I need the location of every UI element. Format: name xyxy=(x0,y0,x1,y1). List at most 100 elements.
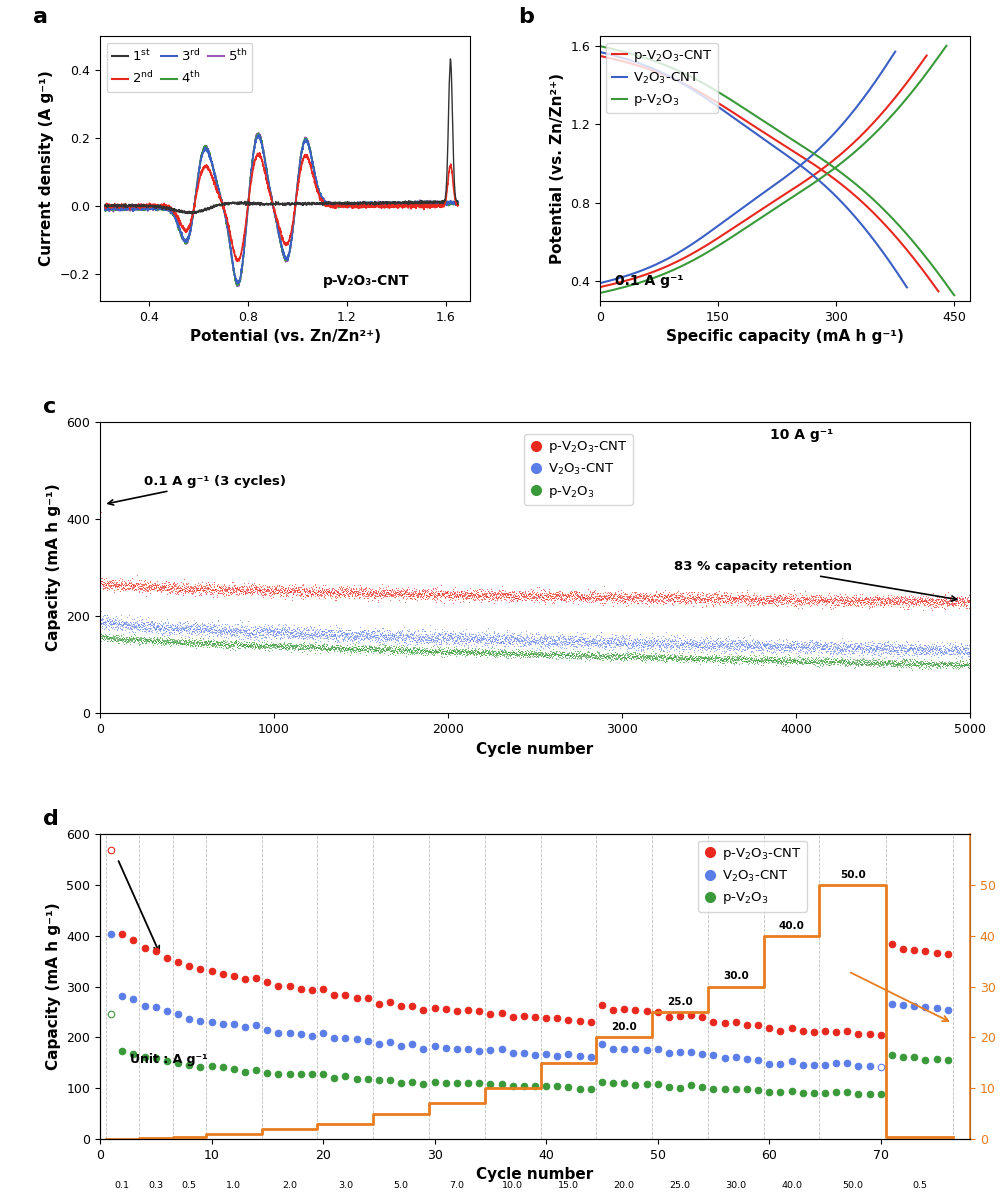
Point xyxy=(244,635,260,655)
Point xyxy=(619,588,635,607)
Point xyxy=(358,579,374,598)
Point xyxy=(390,628,406,647)
Point xyxy=(454,626,470,645)
Point xyxy=(921,655,937,674)
Point xyxy=(267,577,283,596)
Point xyxy=(855,590,871,609)
Point xyxy=(660,649,676,668)
Point xyxy=(937,590,953,609)
Point xyxy=(584,644,600,663)
Point xyxy=(145,616,161,635)
Point xyxy=(671,628,687,647)
Point xyxy=(468,625,484,644)
Point xyxy=(557,635,573,655)
Point xyxy=(489,584,505,603)
Point xyxy=(197,634,213,653)
Point xyxy=(156,631,172,650)
Point xyxy=(483,590,499,609)
Point xyxy=(318,639,334,658)
Point xyxy=(694,632,710,651)
Point xyxy=(176,577,192,596)
Point xyxy=(911,645,927,664)
Point xyxy=(594,637,610,656)
Point xyxy=(195,582,211,601)
Point xyxy=(157,613,173,632)
Point xyxy=(253,626,269,645)
Point xyxy=(644,588,660,607)
Point xyxy=(235,635,251,655)
Point xyxy=(859,653,875,673)
Point xyxy=(606,649,622,668)
Point xyxy=(391,622,407,641)
Point xyxy=(410,586,426,605)
Point xyxy=(480,641,496,661)
Point xyxy=(640,639,656,658)
Point xyxy=(469,589,485,608)
Point xyxy=(455,639,471,658)
Point xyxy=(800,650,816,669)
Point xyxy=(762,638,778,657)
Point xyxy=(260,637,276,656)
Point xyxy=(609,594,625,613)
Point xyxy=(354,621,370,640)
Point xyxy=(504,632,520,651)
Point xyxy=(268,579,284,598)
Point xyxy=(644,631,660,650)
Point xyxy=(725,588,741,607)
Point xyxy=(276,634,292,653)
Point xyxy=(202,620,218,639)
Point xyxy=(409,588,425,607)
Point xyxy=(237,627,253,646)
Point xyxy=(707,651,723,670)
Point xyxy=(508,643,524,662)
Point xyxy=(727,591,743,610)
Point xyxy=(229,577,245,596)
Point xyxy=(297,582,313,601)
Point xyxy=(772,651,788,670)
Point xyxy=(99,605,115,625)
Point xyxy=(194,578,210,597)
Point xyxy=(332,580,348,600)
Point xyxy=(890,653,906,673)
Point xyxy=(720,634,736,653)
Point xyxy=(941,635,957,655)
Point xyxy=(305,637,321,656)
Point xyxy=(747,650,763,669)
Point xyxy=(344,622,360,641)
Point xyxy=(296,637,312,656)
Point xyxy=(881,638,897,657)
Point xyxy=(662,586,678,605)
Point xyxy=(844,639,860,658)
Point xyxy=(626,590,642,609)
Point xyxy=(489,632,505,651)
Point xyxy=(129,628,145,647)
Point xyxy=(194,579,210,598)
Point xyxy=(537,585,553,604)
Point xyxy=(220,585,236,604)
Point xyxy=(191,616,207,635)
Point xyxy=(679,633,695,652)
Point xyxy=(887,640,903,659)
Point xyxy=(230,632,246,651)
Point xyxy=(323,637,339,656)
Point xyxy=(376,628,392,647)
Point xyxy=(652,637,668,656)
Point xyxy=(763,591,779,610)
Text: 1.0: 1.0 xyxy=(226,1181,241,1189)
Point xyxy=(103,617,119,637)
Point xyxy=(897,639,913,658)
Point xyxy=(239,626,255,645)
Point xyxy=(414,639,430,658)
Point xyxy=(221,616,237,635)
Point xyxy=(326,622,342,641)
Point xyxy=(169,579,185,598)
Point xyxy=(461,632,477,651)
Point xyxy=(417,629,433,649)
Point xyxy=(503,588,519,607)
Point xyxy=(137,621,153,640)
Point xyxy=(752,634,768,653)
Point xyxy=(849,638,865,657)
Point xyxy=(816,592,832,611)
Point xyxy=(230,633,246,652)
Point xyxy=(947,635,963,655)
